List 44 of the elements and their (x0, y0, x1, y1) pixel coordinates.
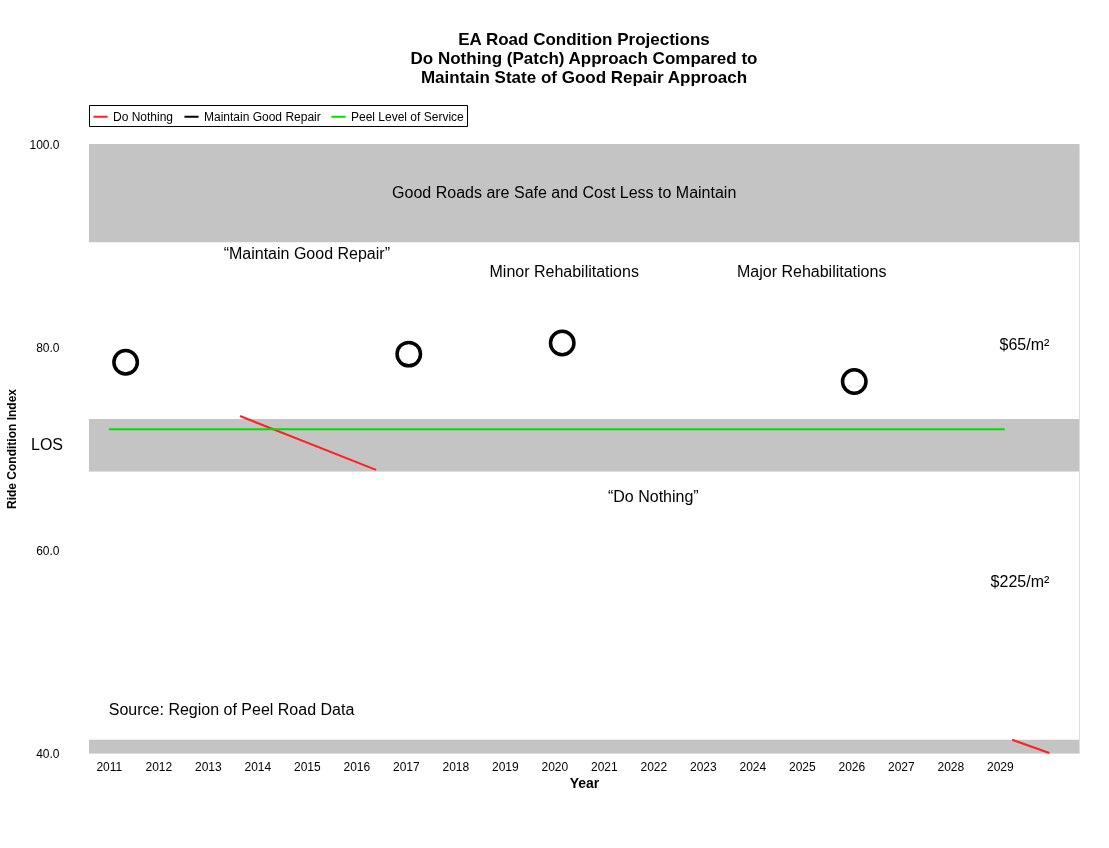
legend-label: Do Nothing (113, 109, 174, 124)
text: Do Nothing (Patch) Approach Compared to (410, 48, 758, 68)
x-tick-label: 2027 (887, 759, 915, 774)
text: Maintain State of Good Repair Approach (420, 67, 748, 87)
x-tick-label: 2028 (937, 759, 965, 774)
x-tick-label: 2015 (293, 759, 321, 774)
x-tick-label: 2016 (343, 759, 371, 774)
x-tick-label: 2026 (838, 759, 866, 774)
legend-label: Maintain Good Repair (204, 109, 321, 124)
point (112, 348, 140, 376)
x-tick-label: 2012 (145, 759, 173, 774)
x-tick-label: 2013 (194, 759, 222, 774)
y-tick-label: 80.0 (36, 340, 60, 355)
point (395, 340, 423, 368)
x-tick-label: 2023 (689, 759, 717, 774)
x-tick-label: 2022 (640, 759, 668, 774)
band-label: LOS (31, 436, 64, 454)
annotation: Source: Region of Peel Road Data (108, 701, 355, 719)
annotation: $225/m² (990, 573, 1050, 591)
x-tick-label: 2014 (244, 759, 272, 774)
point (840, 368, 868, 395)
x-tick-label: 2029 (986, 759, 1014, 774)
x-axis-title: Year (569, 774, 600, 791)
x-tick-label: 2024 (739, 759, 767, 774)
annotation: $65/m² (999, 335, 1050, 353)
x-tick-label: 2019 (491, 759, 519, 774)
x-tick-label: 2021 (590, 759, 618, 774)
annotation: Minor Rehabilitations (489, 262, 639, 280)
point (548, 329, 576, 357)
y-tick-label: 100.0 (29, 137, 60, 152)
y-tick-label: 40.0 (36, 746, 60, 761)
x-tick-label: 2020 (541, 759, 569, 774)
legend-label: Peel Level of Service (351, 109, 465, 124)
annotation: “Maintain Good Repair” (223, 244, 390, 262)
x-tick-label: 2011 (96, 759, 123, 774)
x-tick-label: 2018 (442, 759, 470, 774)
y-axis-title: Ride Condition Index (5, 388, 20, 509)
annotation: Major Rehabilitations (737, 262, 887, 280)
x-tick-label: 2017 (392, 759, 420, 774)
y-tick-label: 60.0 (36, 543, 60, 558)
text: EA Road Condition Projections (458, 29, 710, 49)
annotation: “Do Nothing” (607, 488, 699, 506)
x-tick-label: 2025 (788, 759, 816, 774)
annotation: Good Roads are Safe and Cost Less to Maintain (392, 183, 737, 201)
